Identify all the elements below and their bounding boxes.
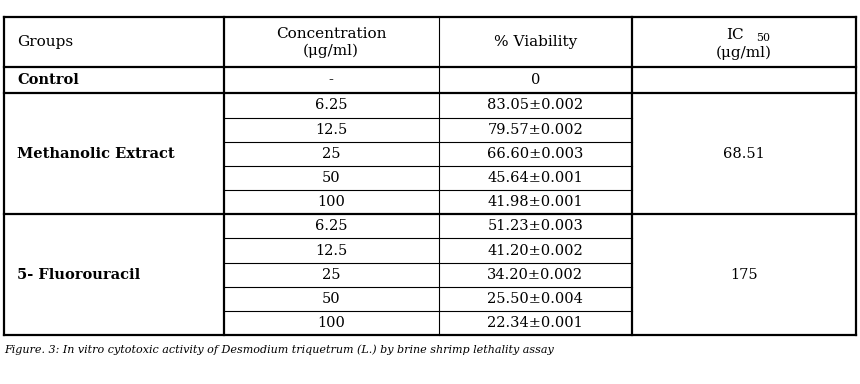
Text: 41.20±0.002: 41.20±0.002 xyxy=(488,243,583,258)
Text: 6.25: 6.25 xyxy=(315,219,347,233)
Text: 50: 50 xyxy=(322,171,341,185)
Text: 100: 100 xyxy=(317,195,345,209)
Text: 25: 25 xyxy=(322,268,341,282)
Text: 83.05±0.002: 83.05±0.002 xyxy=(488,98,583,113)
Text: Control: Control xyxy=(17,73,79,87)
Text: 175: 175 xyxy=(730,268,758,282)
Text: 12.5: 12.5 xyxy=(315,243,347,258)
Text: 68.51: 68.51 xyxy=(723,147,765,161)
Text: 66.60±0.003: 66.60±0.003 xyxy=(487,147,584,161)
Text: 45.64±0.001: 45.64±0.001 xyxy=(488,171,583,185)
Text: 34.20±0.002: 34.20±0.002 xyxy=(488,268,583,282)
Text: 22.34±0.001: 22.34±0.001 xyxy=(488,316,583,330)
Text: Methanolic Extract: Methanolic Extract xyxy=(17,147,175,161)
Text: 41.98±0.001: 41.98±0.001 xyxy=(488,195,583,209)
Text: Figure. 3: In vitro cytotoxic activity of Desmodium triquetrum (L.) by brine shr: Figure. 3: In vitro cytotoxic activity o… xyxy=(4,345,554,356)
Text: 50: 50 xyxy=(756,33,770,43)
Text: Groups: Groups xyxy=(17,35,73,49)
Text: 25: 25 xyxy=(322,147,341,161)
Text: % Viability: % Viability xyxy=(494,35,577,49)
Text: 79.57±0.002: 79.57±0.002 xyxy=(488,122,583,137)
Text: 5- Fluorouracil: 5- Fluorouracil xyxy=(17,268,140,282)
Text: -: - xyxy=(329,73,334,87)
Text: IC: IC xyxy=(727,28,744,42)
Text: 25.50±0.004: 25.50±0.004 xyxy=(488,292,583,306)
Text: 51.23±0.003: 51.23±0.003 xyxy=(488,219,583,233)
Text: 6.25: 6.25 xyxy=(315,98,347,113)
Text: Concentration
(μg/ml): Concentration (μg/ml) xyxy=(276,27,386,58)
Text: 12.5: 12.5 xyxy=(315,122,347,137)
Text: 100: 100 xyxy=(317,316,345,330)
Text: (μg/ml): (μg/ml) xyxy=(716,46,772,60)
Text: 0: 0 xyxy=(531,73,540,87)
Text: 50: 50 xyxy=(322,292,341,306)
